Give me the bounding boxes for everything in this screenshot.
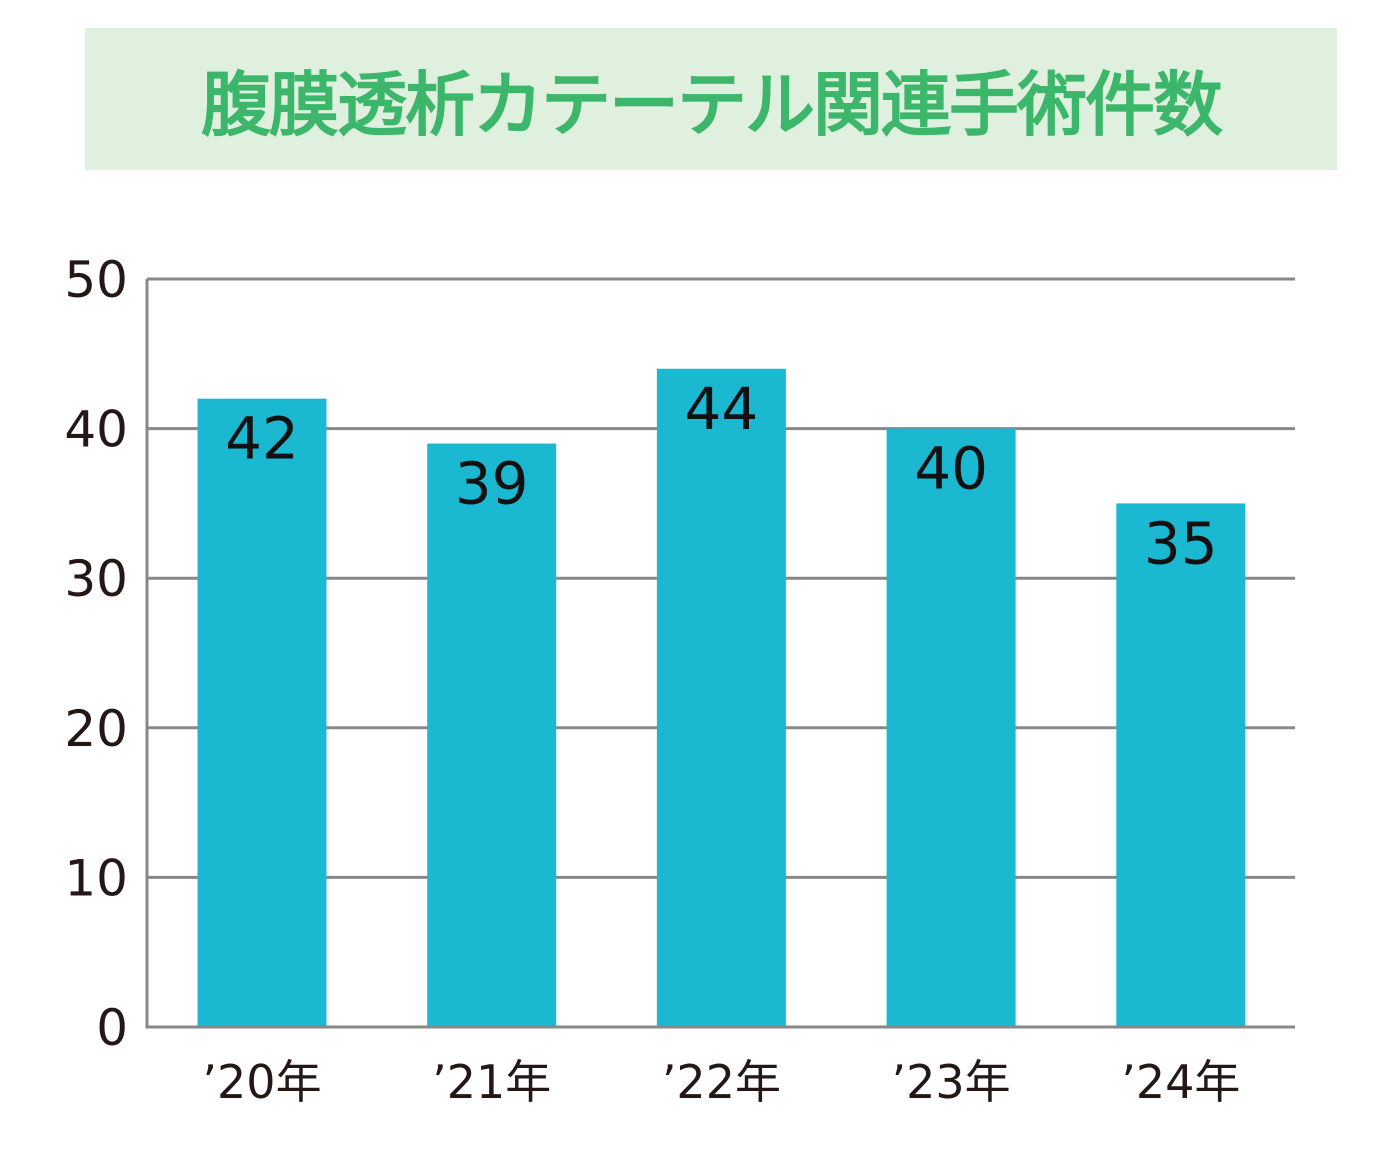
chart-title-box: 腹膜透析カテーテル関連手術件数 (85, 28, 1337, 170)
y-tick-label: 30 (64, 550, 128, 608)
bar (197, 398, 327, 1026)
bar (886, 428, 1016, 1026)
bar (427, 443, 557, 1026)
x-tick-label: ’22年 (662, 1055, 781, 1109)
x-tick-label: ’24年 (1121, 1055, 1240, 1109)
data-label: 44 (684, 375, 758, 443)
x-tick-label: ’23年 (892, 1055, 1011, 1109)
y-tick-label: 0 (96, 999, 128, 1057)
x-tick-label: ’21年 (432, 1055, 551, 1109)
y-tick-label: 20 (64, 700, 128, 758)
bar (656, 368, 786, 1026)
data-label: 40 (914, 435, 988, 503)
data-label: 35 (1144, 509, 1218, 577)
chart-title: 腹膜透析カテーテル関連手術件数 (201, 63, 1223, 146)
y-tick-label: 10 (64, 849, 128, 907)
y-tick-label: 50 (64, 251, 128, 309)
data-label: 39 (455, 450, 529, 518)
data-label: 42 (225, 405, 299, 473)
y-tick-label: 40 (64, 401, 128, 459)
x-tick-label: ’20年 (202, 1055, 321, 1109)
bar (1116, 503, 1246, 1026)
